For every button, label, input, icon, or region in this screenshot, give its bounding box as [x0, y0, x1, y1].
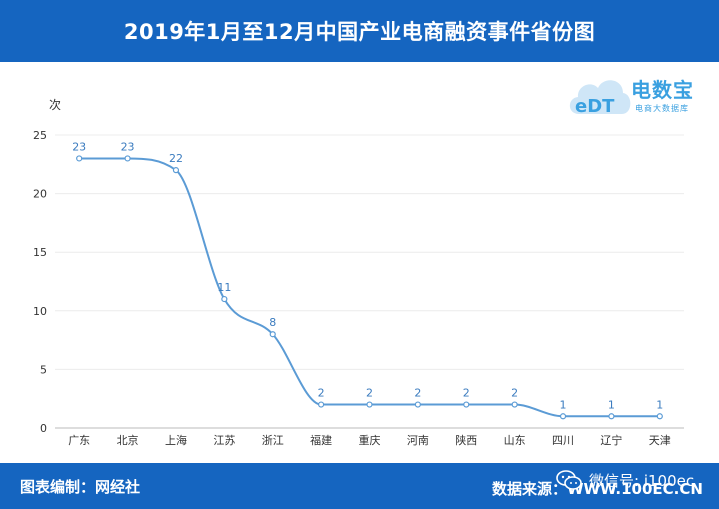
data-label: 2: [366, 387, 373, 400]
data-label: 2: [463, 387, 470, 400]
x-tick-label: 福建: [310, 433, 332, 447]
data-point: [172, 167, 180, 174]
data-label: 2: [414, 387, 421, 400]
chart-header: 2019年1月至12月中国产业电商融资事件省份图: [0, 0, 719, 62]
data-point: [318, 401, 325, 408]
chart-title: 2019年1月至12月中国产业电商融资事件省份图: [123, 20, 596, 44]
x-tick-label: 江苏: [213, 434, 235, 447]
data-label: 22: [169, 152, 183, 165]
x-tick-label: 陕西: [455, 433, 477, 447]
logo-subtitle: 电商大数据库: [635, 104, 689, 113]
x-tick-label: 重庆: [359, 433, 381, 447]
x-tick-label: 广东: [68, 434, 90, 447]
chart-footer: 图表编制：网经社 数据来源：WWW.100EC.CN: [0, 463, 719, 509]
logo-brand: 电数宝: [631, 78, 694, 102]
x-tick-label: 上海: [165, 433, 187, 447]
data-point: [608, 413, 615, 420]
x-tick-label: 四川: [552, 434, 574, 447]
data-label: 23: [121, 140, 135, 153]
data-label: 2: [511, 387, 518, 400]
x-tick-label: 北京: [117, 433, 139, 447]
data-point: [76, 155, 83, 162]
series-line: [79, 157, 660, 418]
data-point: [463, 401, 470, 408]
y-tick-label: 10: [33, 305, 47, 318]
data-point: [269, 331, 276, 338]
x-tick-label: 河南: [407, 434, 429, 447]
y-axis-ticks: 0 5 10 15 20 25: [33, 129, 47, 435]
data-point: [124, 155, 131, 162]
footer-source: 数据来源：WWW.100EC.CN: [492, 480, 703, 498]
footer-credit: 图表编制：网经社: [20, 478, 141, 496]
data-point: [656, 413, 663, 420]
data-point: [414, 401, 421, 408]
data-label: 23: [72, 140, 86, 153]
data-label: 2: [318, 387, 325, 400]
wechat-id: 微信号: i100ec: [589, 471, 695, 490]
x-axis-ticks: 广东 北京 上海 江苏 浙江 福建 重庆 河南 陕西 山东 四川 辽宁 天津: [68, 433, 671, 447]
data-point: [221, 295, 228, 303]
wechat-watermark: 微信号: i100ec: [555, 466, 694, 494]
wechat-icon: [556, 470, 582, 490]
logo-mark: eDT: [575, 96, 615, 117]
y-axis-unit: 次: [49, 98, 62, 112]
grid-lines: [55, 134, 684, 429]
y-tick-label: 5: [40, 363, 47, 376]
x-tick-label: 天津: [649, 434, 671, 447]
data-point: [559, 413, 567, 420]
x-tick-label: 浙江: [262, 434, 284, 447]
logo: eDT 电数宝 电商大数据库: [565, 66, 715, 126]
y-tick-label: 0: [40, 422, 47, 435]
data-point: [511, 401, 518, 408]
y-tick-label: 25: [33, 129, 47, 142]
x-tick-label: 山东: [504, 434, 526, 447]
y-tick-label: 15: [33, 246, 47, 259]
data-label: 11: [217, 281, 231, 294]
data-label: 1: [608, 398, 615, 411]
data-label: 1: [560, 398, 567, 411]
cloud-logo-icon: eDT: [569, 80, 631, 117]
data-points: [76, 155, 663, 420]
data-label: 8: [269, 316, 276, 329]
y-tick-label: 20: [33, 188, 47, 201]
x-tick-label: 辽宁: [600, 433, 622, 447]
data-point: [366, 401, 373, 408]
data-label: 1: [656, 398, 663, 411]
